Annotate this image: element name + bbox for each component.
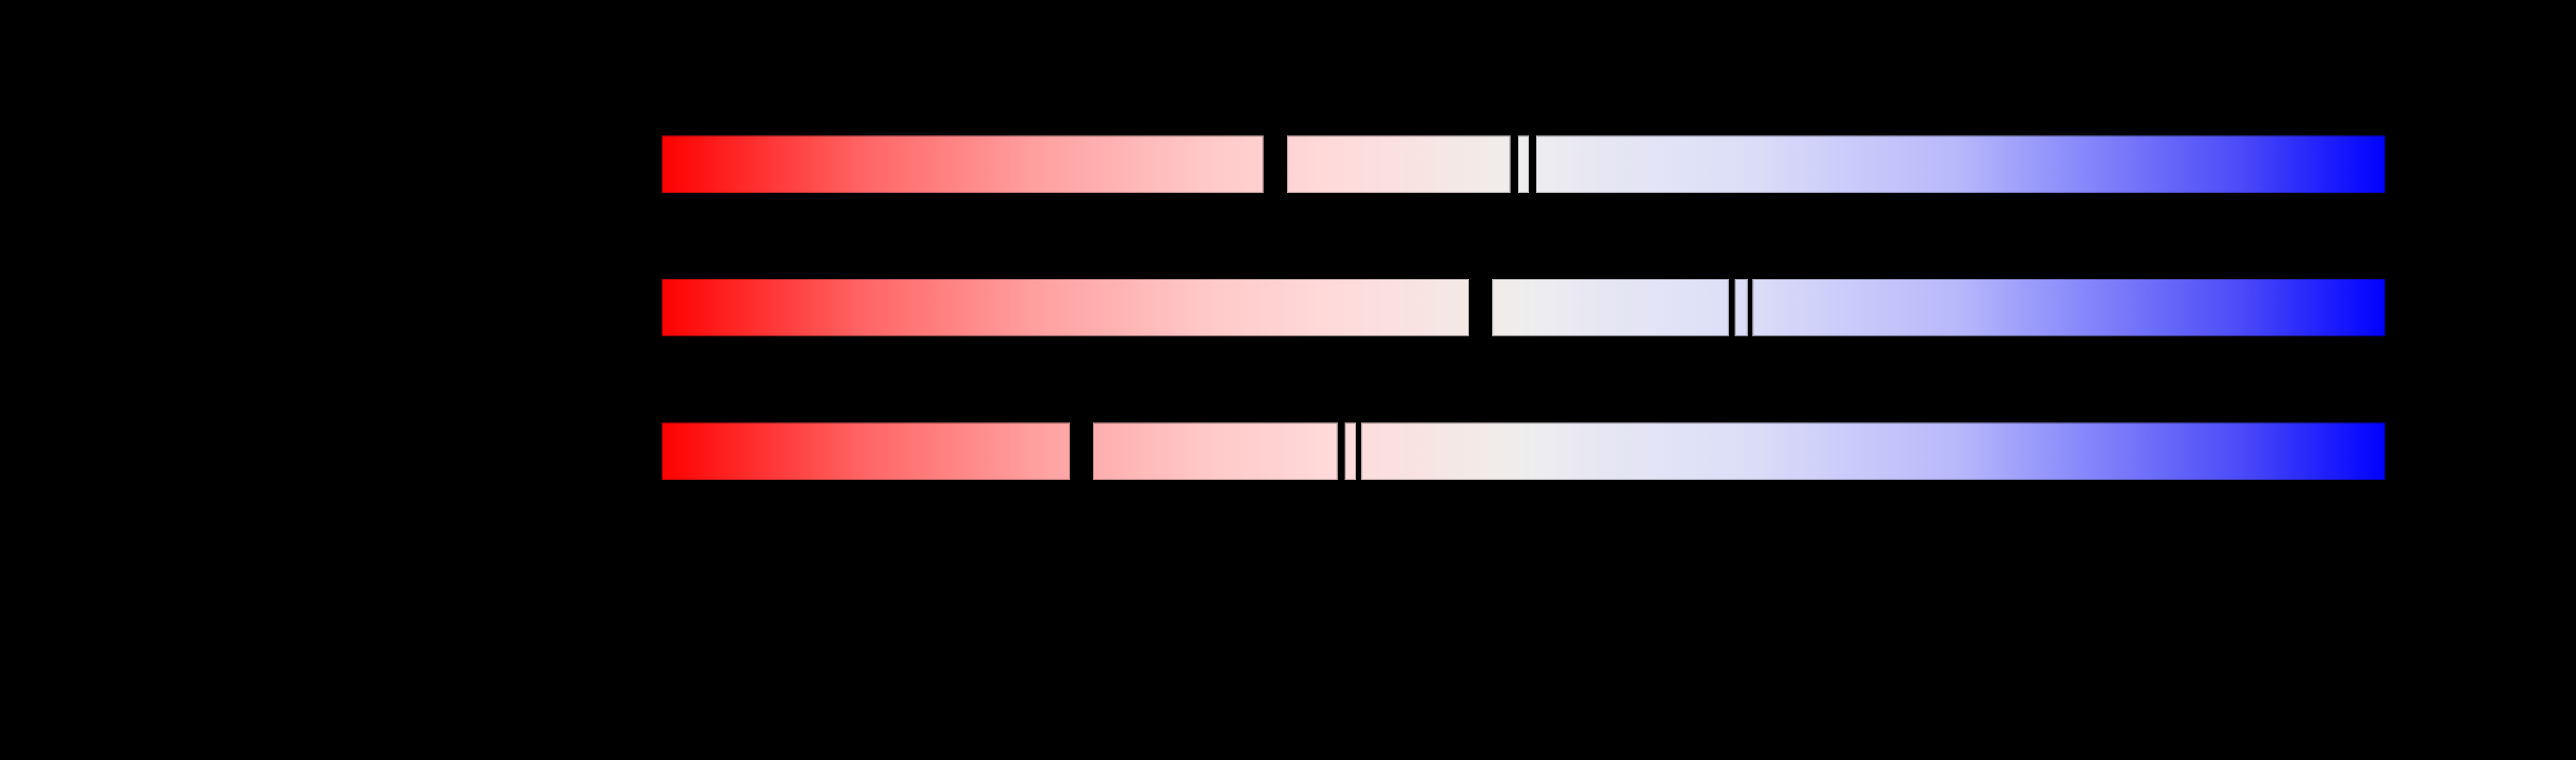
gradient-bar-segment xyxy=(1536,135,2385,193)
gradient-bar-segment xyxy=(1492,279,1729,336)
gradient-bar-segment xyxy=(1735,279,1748,336)
gradient-bar-row-bar-3 xyxy=(662,422,2385,480)
gradient-bar-segment xyxy=(1093,422,1338,480)
gradient-bar-segment xyxy=(1287,135,1511,193)
gradient-bar-row-bar-2 xyxy=(662,279,2385,336)
gradient-bar-segment xyxy=(662,279,1469,336)
gradient-bar-segment xyxy=(662,135,1264,193)
gradient-bar-segment xyxy=(1345,422,1356,480)
gradient-bar-segment xyxy=(1361,422,2385,480)
gradient-bar-segment xyxy=(662,422,1070,480)
gradient-bar-row-bar-1 xyxy=(662,135,2385,193)
gradient-bar-segment xyxy=(1752,279,2385,336)
gradient-bar-segment xyxy=(1518,135,1529,193)
